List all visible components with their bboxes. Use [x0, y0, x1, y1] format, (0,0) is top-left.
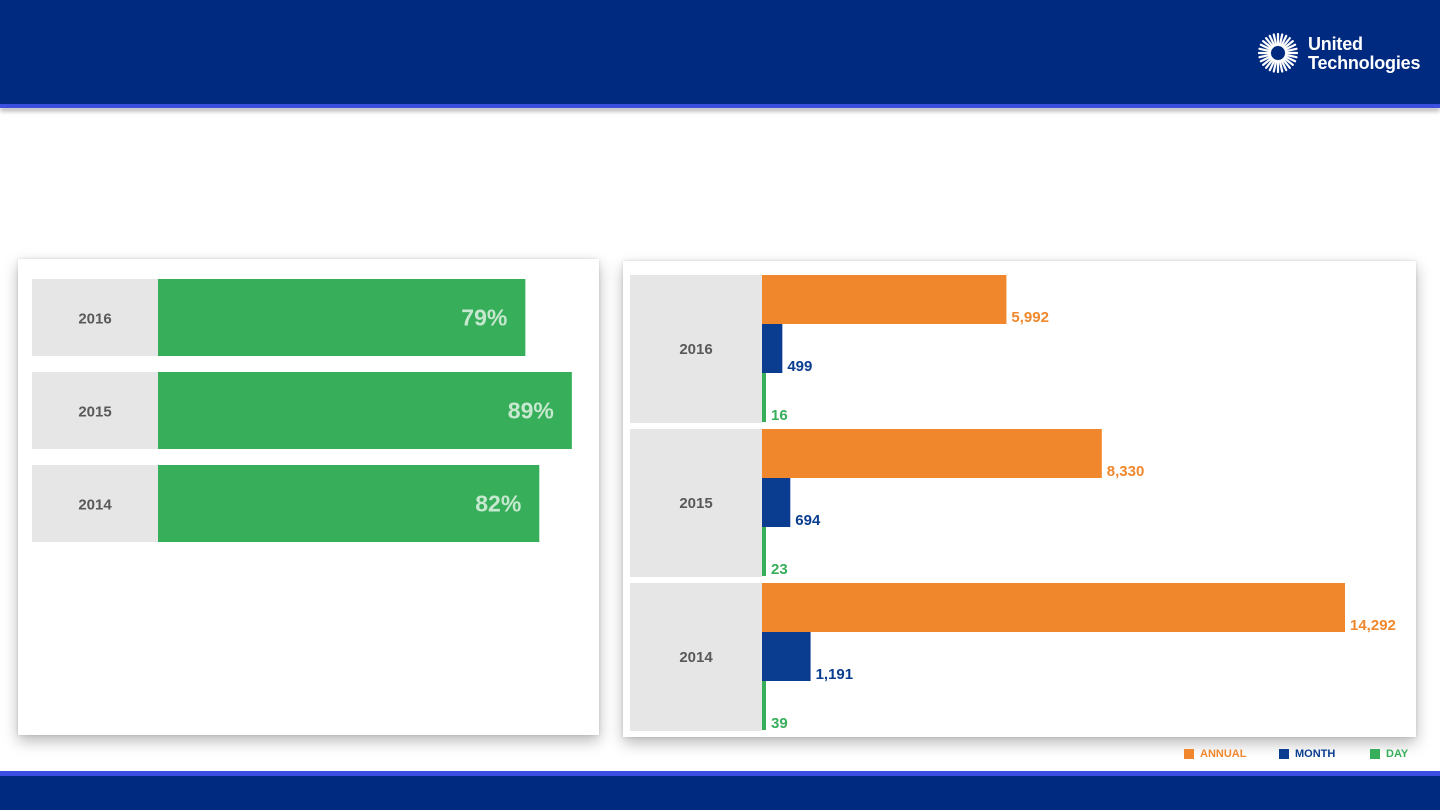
volume-chart-panel: 2016 5,992 499 16 2015 8,330 694 23 2014 14,292 1,… — [623, 261, 1416, 737]
header-bar — [0, 0, 1440, 104]
percentage-chart-panel: 2016 79% 2015 89% 2014 82% — [18, 259, 599, 735]
category-label: 2016 — [679, 341, 712, 358]
annual-bar — [762, 275, 1007, 324]
legend-item-day: DAY — [1370, 746, 1408, 762]
legend-label-annual: ANNUAL — [1200, 748, 1247, 760]
month-value-label: 1,191 — [816, 666, 854, 683]
day-bar — [762, 373, 766, 422]
month-bar — [762, 324, 783, 373]
annual-bar — [762, 583, 1345, 632]
sunburst-ray — [1283, 56, 1294, 66]
day-bar — [762, 681, 766, 730]
legend-label-day: DAY — [1386, 748, 1409, 760]
logo-line-2: Technologies — [1308, 53, 1421, 73]
sunburst-ray — [1278, 33, 1284, 47]
sunburst-ray — [1258, 53, 1272, 59]
sunburst-ray — [1259, 55, 1272, 63]
legend-label-month: MONTH — [1295, 748, 1336, 760]
legend-swatch-day — [1370, 749, 1380, 759]
sunburst-ray — [1281, 58, 1291, 69]
day-bar — [762, 527, 766, 576]
sunburst-ray — [1272, 59, 1278, 73]
category-cell — [32, 372, 158, 449]
sunburst-ray — [1284, 55, 1297, 63]
sunburst-ray — [1265, 37, 1275, 48]
legend-item-month: MONTH — [1279, 746, 1335, 762]
month-bar — [762, 632, 811, 681]
sunburst-ray — [1278, 59, 1284, 73]
sunburst-ray — [1268, 34, 1276, 47]
sunburst-ray — [1272, 33, 1278, 47]
sunburst-ray — [1265, 58, 1275, 69]
sunburst-ray — [1284, 47, 1298, 53]
sunburst-ray — [1281, 37, 1291, 48]
sunburst-ray — [1262, 40, 1273, 50]
logo-line-1: United — [1308, 34, 1363, 54]
category-cell — [630, 583, 762, 731]
sunburst-ray — [1259, 43, 1272, 51]
sunburst-ray — [1262, 56, 1273, 66]
sunburst-logo-icon — [1258, 33, 1298, 73]
percentage-bar — [158, 279, 526, 356]
category-label: 2016 — [78, 311, 111, 328]
day-value-label: 39 — [771, 715, 788, 732]
sunburst-ray — [1280, 59, 1288, 72]
legend-swatch-annual — [1184, 749, 1194, 759]
sunburst-ray — [1283, 40, 1294, 50]
category-label: 2015 — [78, 404, 111, 421]
footer-accent-stripe — [0, 771, 1440, 776]
percentage-value-label: 82% — [475, 491, 521, 517]
legend-item-annual: ANNUAL — [1184, 746, 1246, 762]
sunburst-ray — [1284, 53, 1298, 59]
category-cell — [630, 429, 762, 577]
footer-bar — [0, 776, 1440, 810]
volume-bar-chart: 2016 5,992 499 16 2015 8,330 694 23 2014 14,292 1,… — [630, 275, 1396, 732]
sunburst-ray — [1284, 43, 1297, 51]
category-label: 2014 — [679, 649, 713, 666]
percentage-bar — [158, 465, 540, 542]
annual-value-label: 14,292 — [1350, 617, 1396, 634]
category-cell — [32, 465, 158, 542]
percentage-bar-chart: 2016 79% 2015 89% 2014 82% — [32, 279, 572, 542]
annual-value-label: 8,330 — [1107, 463, 1145, 480]
header-accent-stripe — [0, 104, 1440, 108]
annual-bar — [762, 429, 1102, 478]
category-label: 2015 — [679, 495, 712, 512]
month-value-label: 694 — [795, 512, 821, 529]
percentage-value-label: 79% — [461, 305, 507, 331]
percentage-bar — [158, 372, 572, 449]
annual-value-label: 5,992 — [1011, 309, 1049, 326]
day-value-label: 16 — [771, 407, 788, 424]
sunburst-ray — [1280, 34, 1288, 47]
percentage-value-label: 89% — [508, 398, 554, 424]
month-bar — [762, 478, 791, 527]
category-cell — [630, 275, 762, 423]
category-label: 2014 — [78, 497, 112, 514]
day-value-label: 23 — [771, 561, 788, 578]
sunburst-ray — [1258, 47, 1272, 53]
category-cell — [32, 279, 158, 356]
company-logo: United Technologies — [1258, 33, 1428, 75]
month-value-label: 499 — [787, 358, 812, 375]
company-logo-text: United Technologies — [1308, 35, 1420, 73]
legend-swatch-month — [1279, 749, 1289, 759]
sunburst-ray — [1268, 59, 1276, 72]
